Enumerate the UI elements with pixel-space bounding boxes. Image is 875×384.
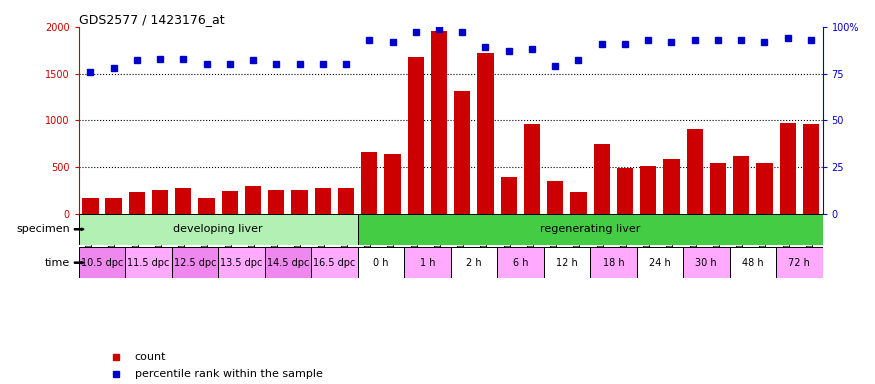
Bar <box>756 163 773 214</box>
Bar <box>152 190 168 214</box>
Text: 2 h: 2 h <box>466 258 481 268</box>
Text: 1 h: 1 h <box>420 258 435 268</box>
Bar <box>570 192 586 214</box>
Bar <box>454 91 471 214</box>
Text: GDS2577 / 1423176_at: GDS2577 / 1423176_at <box>79 13 224 26</box>
Bar <box>733 156 749 214</box>
Bar <box>524 124 540 214</box>
Bar <box>268 190 284 214</box>
Bar <box>683 247 730 278</box>
Text: regenerating liver: regenerating liver <box>540 224 640 234</box>
Bar <box>547 181 564 214</box>
Bar <box>175 188 192 214</box>
Bar <box>451 247 497 278</box>
Text: 24 h: 24 h <box>649 258 670 268</box>
Bar <box>384 154 401 214</box>
Bar <box>312 247 358 278</box>
Bar <box>500 177 517 214</box>
Bar <box>79 214 358 245</box>
Bar <box>199 198 214 214</box>
Bar <box>408 57 423 214</box>
Text: count: count <box>135 352 166 362</box>
Bar <box>637 247 683 278</box>
Text: 16.5 dpc: 16.5 dpc <box>313 258 355 268</box>
Text: 10.5 dpc: 10.5 dpc <box>80 258 123 268</box>
Text: 6 h: 6 h <box>513 258 528 268</box>
Bar <box>593 144 610 214</box>
Bar <box>218 247 265 278</box>
Bar <box>543 247 590 278</box>
Bar <box>404 247 451 278</box>
Bar <box>590 247 637 278</box>
Bar <box>82 198 99 214</box>
Bar <box>710 163 726 214</box>
Text: developing liver: developing liver <box>173 224 263 234</box>
Bar <box>125 247 172 278</box>
Bar <box>617 168 634 214</box>
Bar <box>430 31 447 214</box>
Bar <box>291 190 308 214</box>
Bar <box>221 190 238 214</box>
Bar <box>780 122 795 214</box>
Bar <box>358 214 822 245</box>
Text: 14.5 dpc: 14.5 dpc <box>267 258 309 268</box>
Bar <box>358 247 404 278</box>
Bar <box>497 247 543 278</box>
Text: 48 h: 48 h <box>742 258 764 268</box>
Bar <box>687 129 703 214</box>
Text: 12 h: 12 h <box>556 258 578 268</box>
Bar <box>640 166 656 214</box>
Bar <box>776 247 822 278</box>
Bar <box>172 247 218 278</box>
Bar <box>730 247 776 278</box>
Text: 13.5 dpc: 13.5 dpc <box>220 258 262 268</box>
Bar <box>315 188 331 214</box>
Text: 72 h: 72 h <box>788 258 810 268</box>
Text: time: time <box>45 258 70 268</box>
Text: percentile rank within the sample: percentile rank within the sample <box>135 369 322 379</box>
Text: 30 h: 30 h <box>696 258 717 268</box>
Bar <box>79 247 125 278</box>
Bar <box>265 247 312 278</box>
Text: 0 h: 0 h <box>373 258 388 268</box>
Text: 11.5 dpc: 11.5 dpc <box>127 258 170 268</box>
Text: specimen: specimen <box>17 224 70 234</box>
Text: 18 h: 18 h <box>603 258 624 268</box>
Bar <box>478 53 494 214</box>
Text: 12.5 dpc: 12.5 dpc <box>174 258 216 268</box>
Bar <box>663 159 680 214</box>
Bar <box>106 198 122 214</box>
Bar <box>245 187 262 214</box>
Bar <box>338 188 354 214</box>
Bar <box>802 124 819 214</box>
Bar <box>129 192 145 214</box>
Bar <box>361 152 377 214</box>
